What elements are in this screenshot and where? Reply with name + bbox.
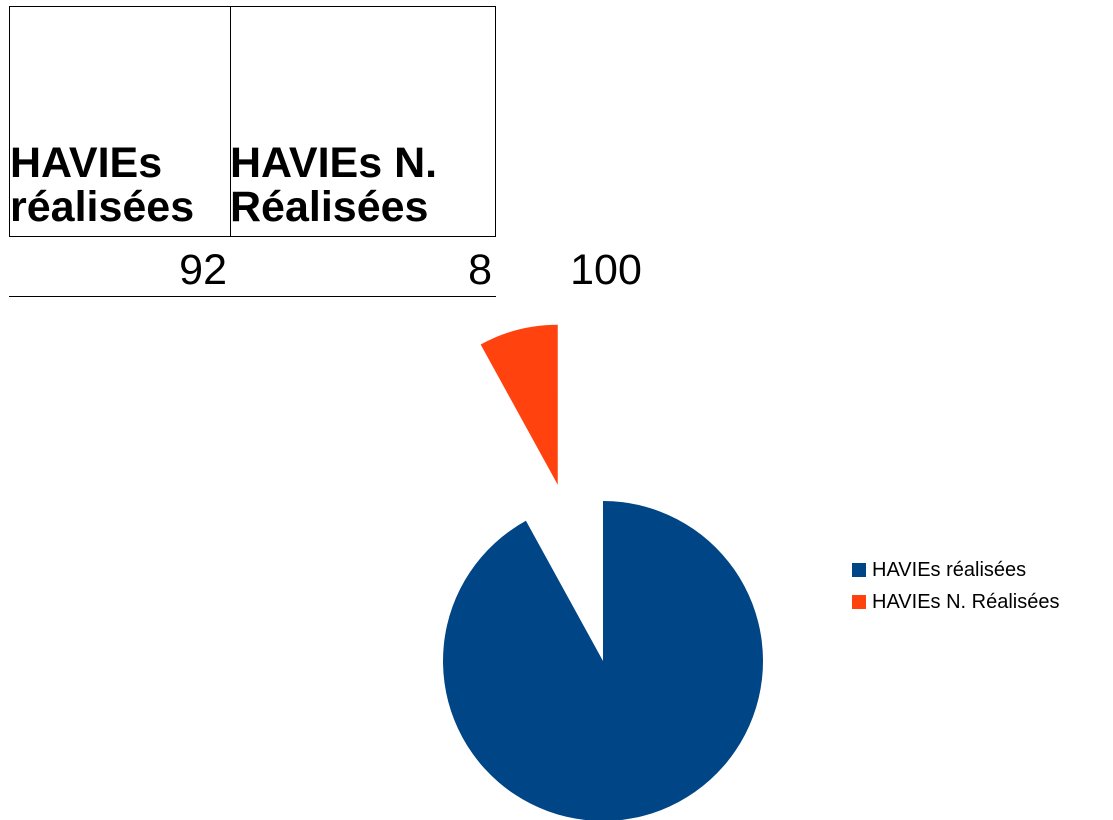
header-line: Réalisées (230, 183, 429, 231)
header-cell-non-realisees[interactable]: HAVIEs N. Réalisées (230, 6, 496, 237)
value-cell-realisees[interactable]: 92 (179, 246, 227, 294)
pie-slice-non-realisees (480, 324, 558, 485)
pie-slice-realisees (443, 501, 763, 820)
value-cell-total[interactable]: 100 (570, 246, 642, 294)
legend-swatch-realisees (852, 563, 866, 577)
header-line: réalisées (10, 183, 195, 231)
legend-item-realisees: HAVIEs réalisées (852, 554, 1059, 586)
legend-item-non-realisees: HAVIEs N. Réalisées (852, 586, 1059, 618)
row-divider (9, 296, 496, 297)
header-line: HAVIEs N. (230, 139, 438, 187)
legend-label: HAVIEs N. Réalisées (872, 591, 1060, 613)
legend-swatch-non-realisees (852, 595, 866, 609)
value-cell-non-realisees[interactable]: 8 (468, 246, 492, 294)
chart-legend: HAVIEs réalisées HAVIEs N. Réalisées (852, 554, 1059, 618)
header-cell-realisees[interactable]: HAVIEs réalisées (9, 6, 231, 237)
header-line: HAVIEs (10, 139, 163, 187)
legend-label: HAVIEs réalisées (872, 559, 1027, 581)
